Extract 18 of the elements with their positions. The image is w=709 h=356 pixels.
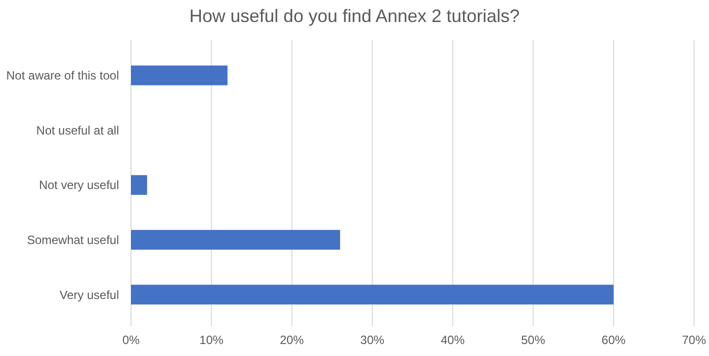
y-tick-label: Somewhat useful [26, 233, 119, 247]
bar [131, 230, 340, 250]
x-tick-label: 40% [440, 333, 466, 347]
x-tick-label: 0% [122, 333, 140, 347]
bar [131, 66, 228, 86]
chart-title: How useful do you find Annex 2 tutorials? [189, 6, 520, 26]
y-tick-label: Not aware of this tool [6, 68, 119, 83]
x-tick-label: 20% [280, 333, 304, 347]
y-tick-label: Very useful [60, 288, 119, 302]
y-tick-label: Not useful at all [36, 123, 119, 138]
x-tick-label: 30% [360, 333, 385, 347]
y-tick-label: Not very useful [38, 178, 119, 192]
x-tick-label: 50% [521, 333, 546, 347]
bar [131, 175, 148, 195]
x-tick-label: 70% [682, 333, 706, 347]
x-tick-label: 60% [602, 333, 626, 347]
x-tick-label: 10% [199, 333, 224, 347]
bar [131, 284, 614, 304]
